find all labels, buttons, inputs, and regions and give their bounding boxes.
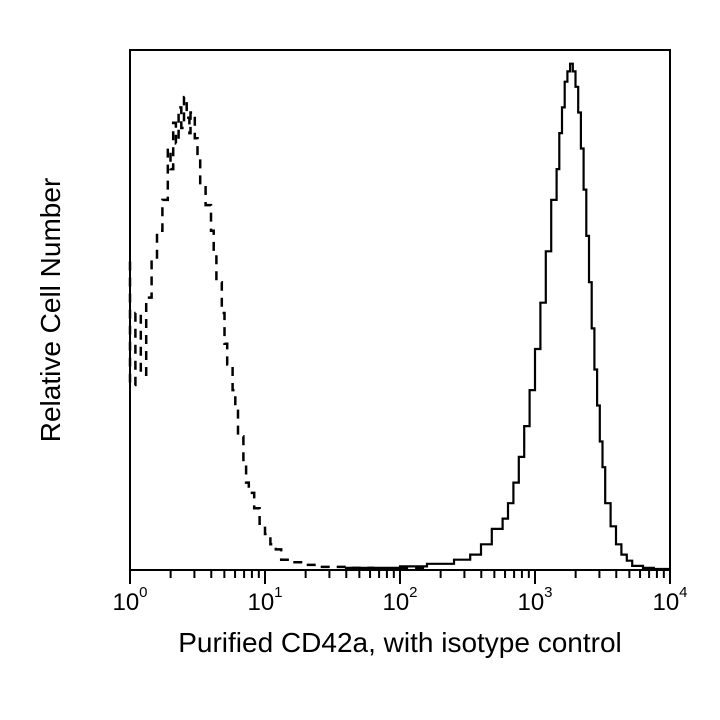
xaxis-label: Purified CD42a, with isotype control	[178, 627, 622, 658]
histogram-chart: 100101102103104Purified CD42a, with isot…	[0, 0, 720, 720]
yaxis-label: Relative Cell Number	[35, 178, 66, 443]
chart-svg: 100101102103104Purified CD42a, with isot…	[0, 0, 720, 720]
